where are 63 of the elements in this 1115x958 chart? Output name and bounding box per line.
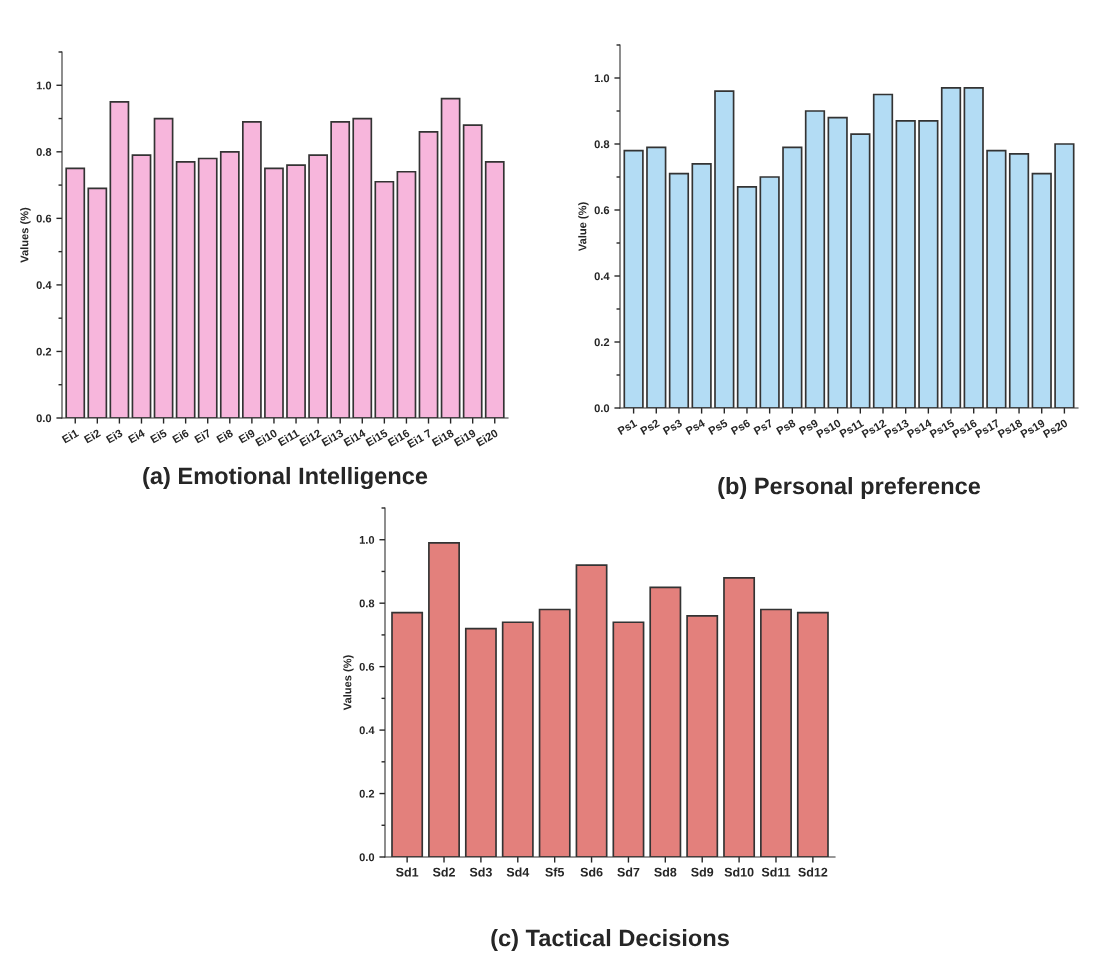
y-tick-label: 1.0 <box>36 81 52 90</box>
y-tick-label: 0.2 <box>359 789 375 798</box>
y-tick-label: 0.4 <box>36 281 52 290</box>
x-tick-label: Ei11 <box>277 428 300 447</box>
x-tick-label: Ps4 <box>685 418 706 435</box>
x-tick-label: Sd11 <box>761 867 791 877</box>
x-tick-label: Ei12 <box>298 428 322 447</box>
x-tick-label: Ps7 <box>753 419 774 435</box>
y-tick-label: 0.2 <box>594 338 610 347</box>
y-tick-label: 0.0 <box>594 404 610 413</box>
x-tick-label: Ps5 <box>708 418 729 435</box>
y-axis-title: Values (%) <box>343 655 354 711</box>
x-tick-label: Ei3 <box>105 428 124 444</box>
y-tick-label: 1.0 <box>359 535 375 544</box>
y-tick-label: 0.2 <box>36 347 52 356</box>
y-tick-label: 0.6 <box>36 214 52 223</box>
text: (b) Personal preference <box>718 476 981 500</box>
y-tick-label: 0.0 <box>36 414 52 423</box>
y-axis-title: Value (%) <box>578 202 589 252</box>
x-tick-label: Sd9 <box>691 867 714 877</box>
x-tick-label: Ei14 <box>343 428 367 447</box>
y-tick-label: 0.6 <box>594 206 610 215</box>
x-tick-label: Ei2 <box>83 428 101 444</box>
x-tick-label: Ei15 <box>365 428 389 447</box>
x-tick-label: Sd3 <box>469 867 492 877</box>
y-tick-label: 1.0 <box>594 74 610 83</box>
y-tick-label: 0.8 <box>594 140 610 149</box>
y-tick-label: 0.8 <box>359 599 375 608</box>
x-tick-label: Ei9 <box>238 428 256 444</box>
x-tick-label: Ps2 <box>639 418 660 435</box>
x-tick-label: Ps1 <box>617 418 638 435</box>
text: (a) Emotional Intelligence <box>143 466 428 490</box>
x-tick-label: Ps6 <box>730 418 751 435</box>
y-tick-label: 0.8 <box>36 148 52 156</box>
x-tick-label: Sd8 <box>654 867 677 877</box>
x-tick-label: Ei19 <box>453 428 477 447</box>
x-tick-label: Sf5 <box>545 867 565 877</box>
x-tick-label: Ei4 <box>127 428 146 444</box>
x-tick-label: Ps8 <box>775 418 797 435</box>
y-tick-label: 0.4 <box>594 272 610 281</box>
y-tick-label: 0.4 <box>359 726 375 735</box>
x-tick-label: Sd10 <box>724 867 754 877</box>
x-tick-label: Ei6 <box>171 428 190 444</box>
x-tick-label: Ei18 <box>431 428 455 447</box>
x-tick-label: Ei7 <box>193 428 212 444</box>
x-tick-label: Ei1 <box>61 428 80 444</box>
x-tick-label: Ps3 <box>662 418 683 436</box>
x-tick-label: Sd12 <box>798 867 828 877</box>
x-tick-label: Ei13 <box>321 428 344 447</box>
text: (c) Tactical Decisions <box>491 928 729 952</box>
x-tick-label: Sd1 <box>396 867 419 877</box>
x-tick-label: Ei20 <box>475 428 499 447</box>
x-tick-label: Ei10 <box>254 428 278 447</box>
x-tick-label: Ps9 <box>798 418 819 435</box>
y-tick-label: 0.0 <box>359 853 375 862</box>
x-tick-label: Sd4 <box>506 867 530 877</box>
x-tick-label: Sd7 <box>617 867 640 877</box>
y-tick-label: 0.6 <box>359 662 375 671</box>
x-tick-label: Ei8 <box>216 428 234 444</box>
x-tick-label: Sd2 <box>432 867 455 877</box>
y-axis-title: Values (%) <box>20 207 31 263</box>
x-tick-label: Sd6 <box>580 867 603 877</box>
x-tick-label: Ei5 <box>149 428 168 444</box>
